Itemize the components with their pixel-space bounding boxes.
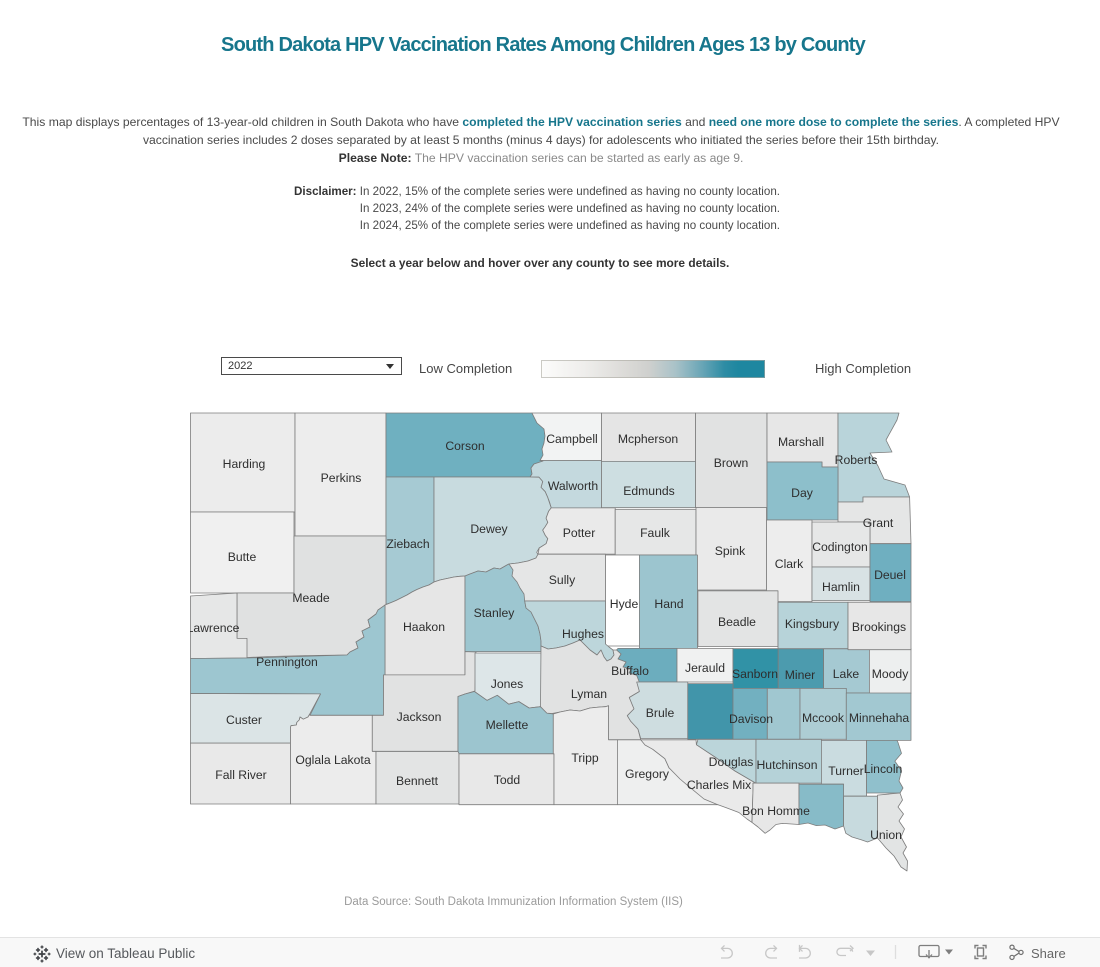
svg-text:Fall River: Fall River — [215, 768, 266, 782]
svg-text:Lawrence: Lawrence — [190, 621, 240, 635]
svg-text:Miner: Miner — [785, 668, 815, 682]
svg-text:Day: Day — [791, 486, 814, 500]
svg-text:Sully: Sully — [549, 573, 576, 587]
svg-text:Lyman: Lyman — [571, 687, 607, 701]
svg-text:Sanborn: Sanborn — [732, 667, 778, 681]
svg-text:Grant: Grant — [863, 516, 894, 530]
svg-text:Brookings: Brookings — [852, 620, 906, 634]
svg-text:Faulk: Faulk — [640, 526, 671, 540]
svg-text:Roberts: Roberts — [835, 453, 878, 467]
svg-text:Stanley: Stanley — [474, 606, 516, 620]
svg-text:Hutchinson: Hutchinson — [757, 758, 818, 772]
svg-text:Lake: Lake — [833, 667, 860, 681]
svg-text:Buffalo: Buffalo — [611, 664, 649, 678]
svg-text:Clark: Clark — [775, 557, 804, 571]
svg-text:Dewey: Dewey — [470, 522, 508, 536]
svg-text:Gregory: Gregory — [625, 767, 670, 781]
svg-text:Spink: Spink — [715, 544, 746, 558]
svg-text:Charles Mix: Charles Mix — [687, 778, 751, 792]
svg-text:Haakon: Haakon — [403, 620, 445, 634]
svg-text:Minnehaha: Minnehaha — [849, 711, 910, 725]
svg-text:Tripp: Tripp — [571, 751, 599, 765]
svg-text:Bennett: Bennett — [396, 774, 439, 788]
svg-text:Lincoln: Lincoln — [864, 762, 903, 776]
svg-text:Jackson: Jackson — [397, 710, 442, 724]
svg-text:Oglala Lakota: Oglala Lakota — [295, 753, 370, 767]
svg-text:Edmunds: Edmunds — [623, 484, 675, 498]
svg-text:Brule: Brule — [646, 706, 675, 720]
svg-text:Pennington: Pennington — [256, 655, 318, 669]
svg-text:Bon Homme: Bon Homme — [742, 804, 810, 818]
svg-text:Mcpherson: Mcpherson — [618, 432, 678, 446]
svg-text:Jerauld: Jerauld — [685, 661, 725, 675]
svg-text:Hand: Hand — [654, 597, 683, 611]
svg-text:Davison: Davison — [729, 712, 773, 726]
svg-text:Walworth: Walworth — [548, 479, 598, 493]
svg-text:Union: Union — [870, 828, 902, 842]
svg-text:Custer: Custer — [226, 713, 262, 727]
svg-text:Hamlin: Hamlin — [822, 580, 860, 594]
svg-text:Turner: Turner — [828, 764, 863, 778]
svg-text:Todd: Todd — [494, 773, 520, 787]
svg-text:Codington: Codington — [812, 540, 868, 554]
svg-text:Mellette: Mellette — [486, 718, 529, 732]
svg-text:Campbell: Campbell — [546, 432, 597, 446]
svg-text:Hyde: Hyde — [610, 597, 639, 611]
svg-text:Douglas: Douglas — [709, 755, 754, 769]
svg-text:Mccook: Mccook — [802, 711, 845, 725]
svg-text:Harding: Harding — [223, 457, 266, 471]
svg-text:Jones: Jones — [491, 677, 524, 691]
svg-text:Corson: Corson — [445, 439, 484, 453]
svg-text:Ziebach: Ziebach — [386, 537, 429, 551]
svg-text:Meade: Meade — [292, 591, 329, 605]
svg-text:Moody: Moody — [872, 667, 909, 681]
svg-text:Butte: Butte — [228, 550, 257, 564]
svg-text:Hughes: Hughes — [562, 627, 604, 641]
svg-text:Potter: Potter — [563, 526, 596, 540]
svg-text:Kingsbury: Kingsbury — [785, 617, 840, 631]
svg-text:Deuel: Deuel — [874, 568, 906, 582]
svg-text:Beadle: Beadle — [718, 615, 756, 629]
svg-text:Perkins: Perkins — [321, 471, 362, 485]
svg-text:Brown: Brown — [714, 456, 749, 470]
svg-text:Marshall: Marshall — [778, 435, 824, 449]
